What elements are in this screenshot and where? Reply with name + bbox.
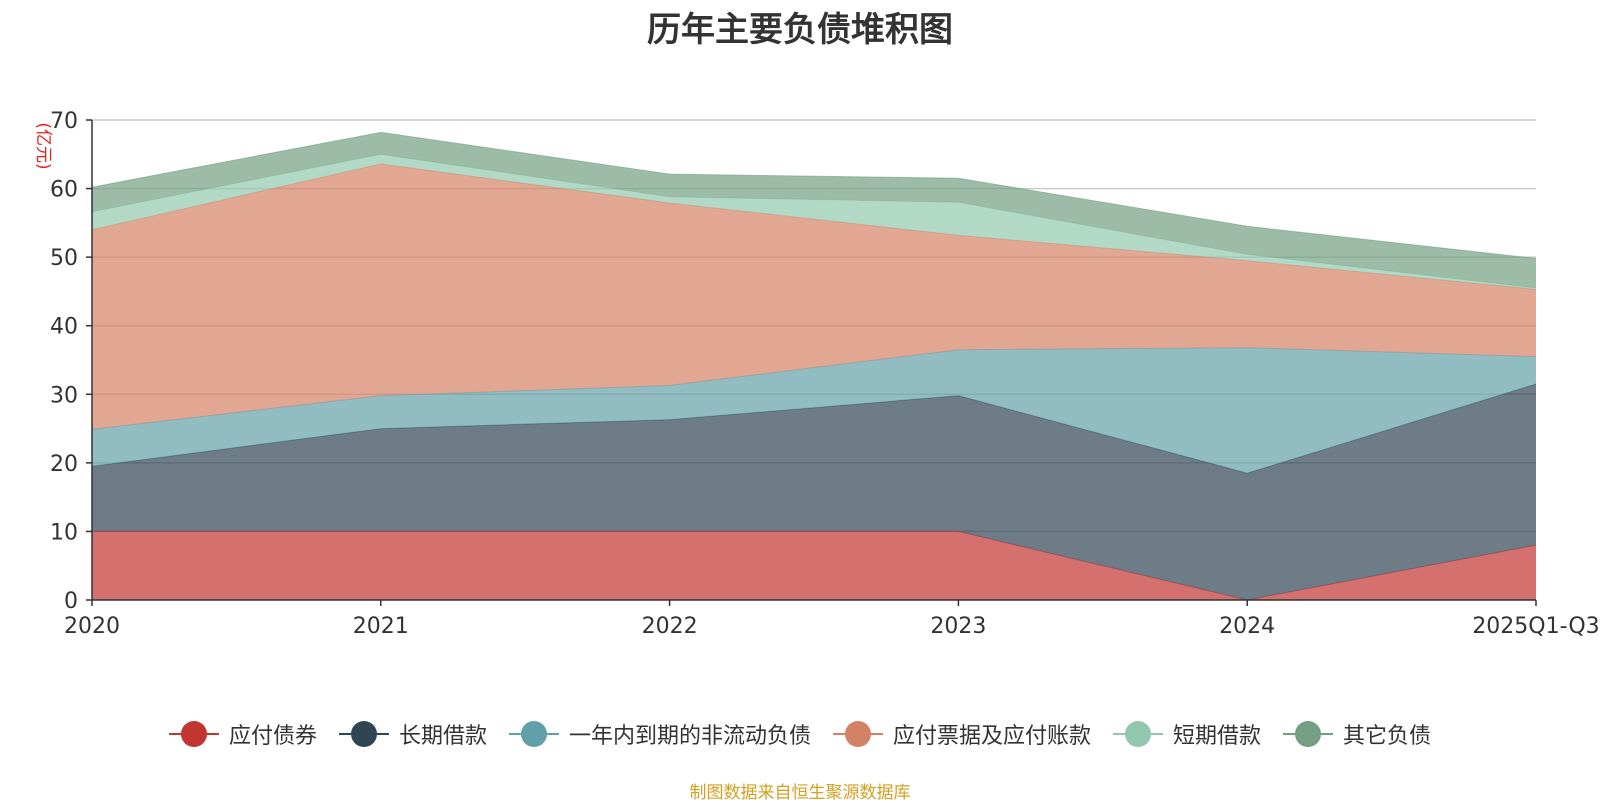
x-tick-label: 2025Q1-Q3: [1472, 614, 1599, 639]
legend-marker-icon: [338, 721, 389, 747]
y-tick-label: 50: [50, 246, 78, 271]
legend-item[interactable]: 长期借款: [338, 718, 487, 750]
chart-title: 历年主要负债堆积图: [647, 10, 953, 50]
y-tick-label: 20: [50, 452, 78, 477]
legend-label: 一年内到期的非流动负债: [568, 724, 811, 749]
x-tick-label: 2022: [642, 614, 698, 639]
legend-item[interactable]: 应付票据及应付账款: [833, 718, 1091, 750]
legend-marker-icon: [833, 721, 883, 747]
y-tick-label: 30: [50, 383, 78, 408]
source-note: 制图数据来自恒生聚源数据库: [689, 783, 911, 803]
x-tick-label: 2023: [930, 614, 986, 639]
y-tick-label: 60: [50, 178, 78, 203]
legend-item[interactable]: 其它负债: [1283, 718, 1431, 750]
legend-label: 应付债券: [228, 724, 317, 749]
axis-layer: 0 10 20 30 40 50 60 70 2020 2021 2022 2023 2024 2025Q…: [33, 109, 1600, 639]
legend-dot: [1295, 721, 1322, 747]
y-axis-label: (亿元): [33, 122, 53, 169]
x-tick-label: 2024: [1219, 614, 1275, 639]
legend-label: 短期借款: [1173, 724, 1262, 749]
y-tick-label: 70: [50, 109, 78, 134]
legend-marker-icon: [168, 721, 219, 747]
legend-label: 长期借款: [398, 724, 487, 749]
x-tick-label: 2020: [64, 614, 120, 639]
legend-item[interactable]: 短期借款: [1113, 718, 1261, 750]
legend-label: 应付票据及应付账款: [893, 724, 1092, 749]
line-series-1: [92, 530, 1537, 601]
area-layer: [91, 131, 1537, 601]
y-tick-label: 10: [50, 520, 78, 545]
y-tick-label: 0: [64, 589, 78, 614]
x-tick-label: 2021: [353, 614, 409, 639]
legend-dot: [520, 721, 547, 747]
legend-dot: [845, 721, 871, 747]
line-series-6: [91, 131, 1537, 260]
legend-item[interactable]: 一年内到期的非流动负债: [508, 718, 811, 750]
legend-dot: [1125, 721, 1152, 747]
legend: 应付债券 长期借款 一年内到期的非流动负债 应付票据及应付账款 短期借款 其它负债: [0, 718, 1600, 750]
area-series-2: [92, 384, 1536, 600]
y-tick-label: 40: [50, 315, 78, 340]
legend-marker-icon: [1283, 721, 1334, 747]
area-series-4: [92, 163, 1536, 430]
legend-dot: [180, 721, 207, 747]
legend-label: 其它负债: [1343, 724, 1432, 749]
legend-marker-icon: [508, 721, 559, 747]
legend-marker-icon: [1113, 721, 1164, 747]
legend-dot: [350, 721, 377, 747]
legend-item[interactable]: 应付债券: [168, 718, 317, 750]
area-series-3: [92, 347, 1536, 474]
